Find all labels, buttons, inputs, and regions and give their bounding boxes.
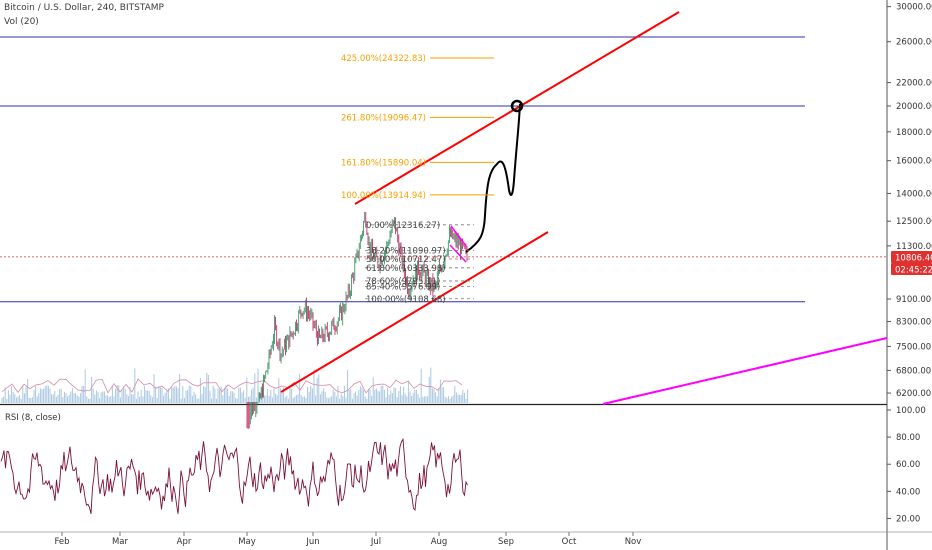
rsi-panel: 100.00 80.00 60.00 40.00 20.00	[0, 406, 926, 524]
time-tick-label: Jul	[370, 537, 381, 547]
price-tick-label: 6200.00	[896, 389, 931, 399]
time-tick-label: Apr	[177, 537, 192, 547]
volume-bars	[1, 367, 469, 403]
time-tick-label: Feb	[54, 537, 69, 547]
chart-title: Bitcoin / U.S. Dollar, 240, BITSTAMP	[4, 3, 164, 13]
price-tick-label: 22000.00	[896, 79, 932, 89]
last-price-tag	[891, 251, 932, 263]
fib-retracement-label: 61.80%(10333.98)	[366, 264, 446, 274]
price-tick-label: 7500.00	[896, 342, 931, 352]
fib-retracement-label: 78.60%(9795.11)	[366, 277, 440, 287]
fib-levels[interactable]: 425.00%(24322.83) 261.80%(19096.47) 161.80…	[341, 54, 494, 305]
target-circle[interactable]	[510, 99, 524, 113]
rsi-tick-label: 20.00	[896, 514, 920, 524]
time-tick-label: Sep	[498, 537, 514, 547]
volume-label: Vol (20)	[4, 17, 39, 27]
fib-retracement-label: 100.00%(9108.68)	[366, 295, 446, 305]
price-tick-label: 26000.00	[896, 38, 932, 48]
drawings[interactable]	[280, 11, 888, 405]
price-tick-label: 12500.00	[896, 217, 932, 227]
time-tick-label: Aug	[431, 537, 448, 547]
rsi-tick-label: 60.00	[896, 460, 920, 470]
countdown-value: 02:45:22	[895, 266, 932, 276]
countdown-tag	[891, 263, 932, 275]
channel-upper-line[interactable]	[354, 11, 680, 205]
price-tick-label: 18000.00	[896, 128, 932, 138]
fib-extension-label: 100.00%(13914.94)	[341, 191, 426, 201]
price-tick-label: 11300.00	[896, 242, 932, 252]
price-tick-label: 30000.00	[896, 3, 932, 13]
time-tick-label: Oct	[562, 537, 577, 547]
pink-trend-line[interactable]	[602, 337, 888, 405]
time-tick-label: Jun	[305, 537, 319, 547]
fib-extension-label: 161.80%(15890.04)	[341, 158, 426, 168]
fib-extension-label: 261.80%(19096.47)	[341, 113, 426, 123]
projection-path[interactable]	[465, 103, 521, 253]
volume-ma-line	[1, 378, 463, 394]
rsi-tick-label: 100.00	[896, 406, 926, 416]
price-tick-label: 8300.00	[896, 318, 931, 328]
fib-retracement-label: 50.00%(10712.47)	[366, 255, 446, 265]
fib-extension-label: 425.00%(24322.83)	[341, 54, 426, 64]
fib-retracement-label: 0.00%(12316.27)	[366, 221, 440, 231]
last-price-value: 10806.40	[895, 254, 932, 264]
rsi-tick-label: 40.00	[896, 487, 920, 497]
time-tick-label: May	[238, 537, 256, 547]
flag-upper-line[interactable]	[450, 225, 467, 247]
price-axis-ticks: 30000.00 26000.00 22000.00 20000.00 18000.00…	[887, 3, 932, 399]
price-tick-label: 14000.00	[896, 189, 932, 199]
price-tick-label: 9100.00	[896, 295, 931, 305]
time-tick-label: Mar	[112, 537, 129, 547]
fib-retracement-label: 85.40%(9576.99)	[366, 282, 440, 292]
time-tick-label: Nov	[625, 537, 642, 547]
price-tick-label: 16000.00	[896, 157, 932, 167]
rsi-line	[0, 437, 468, 515]
rsi-tick-label: 80.00	[896, 433, 920, 443]
channel-lower-line[interactable]	[280, 231, 549, 393]
fib-retracement-label: 38.20%(11090.97)	[366, 247, 446, 257]
price-tick-label: 20000.00	[896, 102, 932, 112]
time-axis-ticks: Feb Mar Apr May Jun Jul Aug Sep Oct Nov	[54, 532, 641, 547]
rsi-label: RSI (8, close)	[5, 413, 61, 423]
price-tick-label: 6800.00	[896, 366, 931, 376]
horizontal-levels[interactable]	[0, 36, 887, 303]
